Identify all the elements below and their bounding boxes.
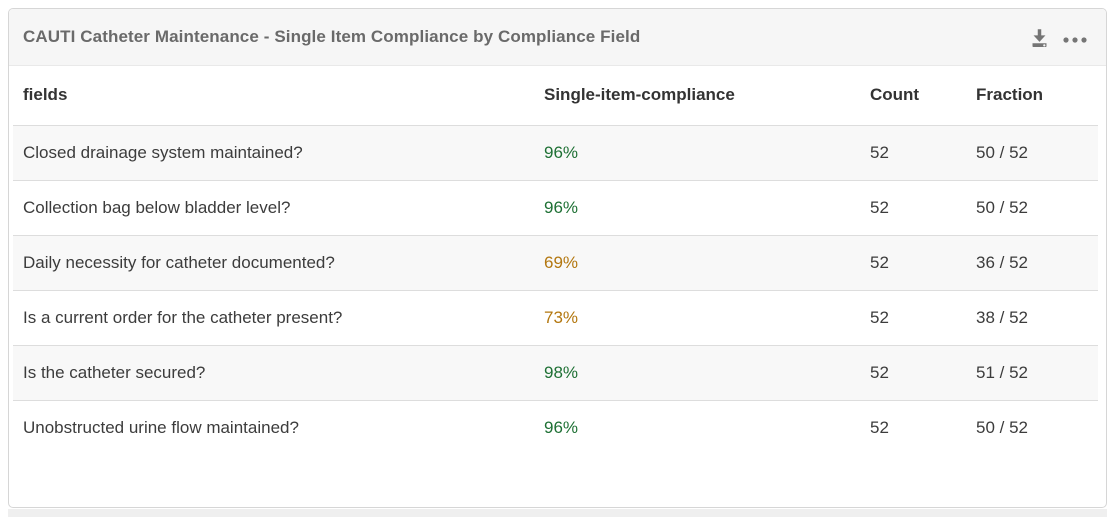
table-header-row: fields Single-item-compliance Count Frac… [13, 66, 1098, 125]
fraction-cell: 50 / 52 [976, 142, 1028, 162]
count-cell: 52 [870, 417, 889, 437]
compliance-cell: 69% [544, 252, 579, 272]
table-body: Closed drainage system maintained? 96% 5… [13, 125, 1098, 455]
field-cell: Unobstructed urine flow maintained? [23, 417, 299, 437]
field-cell: Is a current order for the catheter pres… [23, 307, 343, 327]
field-cell: Daily necessity for catheter documented? [23, 252, 335, 272]
more-options-button[interactable] [1060, 25, 1090, 50]
table-row: Closed drainage system maintained? 96% 5… [13, 125, 1098, 180]
fraction-cell: 50 / 52 [976, 197, 1028, 217]
fraction-cell: 50 / 52 [976, 417, 1028, 437]
fraction-cell: 38 / 52 [976, 307, 1028, 327]
compliance-table: fields Single-item-compliance Count Frac… [13, 66, 1098, 455]
column-header-single-item-compliance[interactable]: Single-item-compliance [534, 66, 860, 125]
compliance-widget-card: CAUTI Catheter Maintenance - Single Item… [8, 8, 1107, 508]
compliance-cell: 73% [544, 307, 579, 327]
widget-title: CAUTI Catheter Maintenance - Single Item… [23, 27, 641, 46]
count-cell: 52 [870, 307, 889, 327]
field-cell: Collection bag below bladder level? [23, 197, 291, 217]
table-row: Daily necessity for catheter documented?… [13, 235, 1098, 290]
column-header-count[interactable]: Count [860, 66, 966, 125]
table-row: Collection bag below bladder level? 96% … [13, 180, 1098, 235]
count-cell: 52 [870, 197, 889, 217]
compliance-cell: 96% [544, 197, 579, 217]
fraction-cell: 36 / 52 [976, 252, 1028, 272]
widget-toolbar [1027, 25, 1090, 50]
count-cell: 52 [870, 362, 889, 382]
download-icon [1029, 27, 1050, 48]
field-cell: Closed drainage system maintained? [23, 142, 303, 162]
count-cell: 52 [870, 142, 889, 162]
column-header-fields[interactable]: fields [13, 66, 534, 125]
count-cell: 52 [870, 252, 889, 272]
compliance-cell: 96% [544, 417, 579, 437]
table-row: Is a current order for the catheter pres… [13, 290, 1098, 345]
download-button[interactable] [1027, 25, 1052, 50]
fraction-cell: 51 / 52 [976, 362, 1028, 382]
table-row: Is the catheter secured? 98% 52 51 / 52 [13, 345, 1098, 400]
table-row: Unobstructed urine flow maintained? 96% … [13, 400, 1098, 455]
widget-header: CAUTI Catheter Maintenance - Single Item… [9, 9, 1106, 66]
field-cell: Is the catheter secured? [23, 362, 206, 382]
ellipsis-icon [1062, 27, 1088, 48]
widget-body: fields Single-item-compliance Count Frac… [9, 66, 1106, 455]
compliance-cell: 96% [544, 142, 579, 162]
compliance-cell: 98% [544, 362, 579, 382]
column-header-fraction[interactable]: Fraction [966, 66, 1098, 125]
next-widget-edge [8, 509, 1107, 517]
